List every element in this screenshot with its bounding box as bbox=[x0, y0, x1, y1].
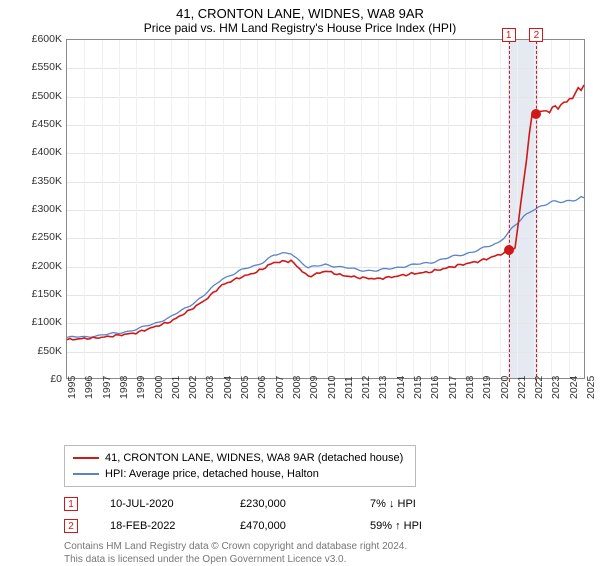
page-title: 41, CRONTON LANE, WIDNES, WA8 9AR bbox=[10, 6, 590, 21]
plot-area: 12 bbox=[66, 39, 585, 379]
event-price: £230,000 bbox=[240, 498, 370, 510]
x-axis-label: 1998 bbox=[118, 376, 130, 399]
x-axis-label: 1996 bbox=[83, 376, 95, 399]
x-axis-label: 2013 bbox=[377, 376, 389, 399]
event-row: 2 18-FEB-2022 £470,000 59% ↑ HPI bbox=[64, 515, 590, 537]
x-axis-label: 2025 bbox=[585, 376, 597, 399]
y-axis-label: £450K bbox=[20, 118, 62, 130]
y-axis-label: £300K bbox=[20, 203, 62, 215]
x-axis-label: 1997 bbox=[101, 376, 113, 399]
x-axis-label: 2015 bbox=[412, 376, 424, 399]
y-axis-label: £0 bbox=[20, 373, 62, 385]
y-axis-label: £250K bbox=[20, 231, 62, 243]
y-axis-label: £350K bbox=[20, 175, 62, 187]
legend-label: 41, CRONTON LANE, WIDNES, WA8 9AR (detac… bbox=[105, 452, 403, 464]
legend-swatch bbox=[73, 473, 99, 475]
event-marker-icon: 1 bbox=[64, 497, 78, 511]
x-axis-label: 2011 bbox=[343, 376, 355, 399]
y-axis-label: £50K bbox=[20, 345, 62, 357]
x-axis-label: 2007 bbox=[274, 376, 286, 399]
y-axis-label: £150K bbox=[20, 288, 62, 300]
event-marker-dot bbox=[531, 109, 541, 119]
event-marker-badge: 1 bbox=[502, 28, 516, 42]
event-marker-line bbox=[509, 36, 510, 382]
event-marker-icon: 2 bbox=[64, 519, 78, 533]
x-axis-label: 1995 bbox=[66, 376, 78, 399]
y-axis-label: £200K bbox=[20, 260, 62, 272]
x-axis-label: 2020 bbox=[499, 376, 511, 399]
series-hpi bbox=[67, 197, 584, 338]
x-axis-label: 2022 bbox=[533, 376, 545, 399]
x-axis-label: 2023 bbox=[550, 376, 562, 399]
x-axis-label: 2000 bbox=[153, 376, 165, 399]
legend: 41, CRONTON LANE, WIDNES, WA8 9AR (detac… bbox=[64, 445, 416, 487]
y-axis-label: £500K bbox=[20, 90, 62, 102]
event-price: £470,000 bbox=[240, 520, 370, 532]
legend-swatch bbox=[73, 457, 99, 459]
x-axis-label: 2008 bbox=[291, 376, 303, 399]
legend-row: 41, CRONTON LANE, WIDNES, WA8 9AR (detac… bbox=[73, 450, 407, 466]
footnote: Contains HM Land Registry data © Crown c… bbox=[64, 541, 590, 566]
event-marker-dot bbox=[504, 245, 514, 255]
x-axis-label: 1999 bbox=[135, 376, 147, 399]
x-axis-label: 2010 bbox=[326, 376, 338, 399]
x-axis-label: 2017 bbox=[447, 376, 459, 399]
legend-label: HPI: Average price, detached house, Halt… bbox=[105, 468, 319, 480]
x-axis-label: 2024 bbox=[568, 376, 580, 399]
events-table: 1 10-JUL-2020 £230,000 7% ↓ HPI 2 18-FEB… bbox=[64, 493, 590, 537]
x-axis-label: 2003 bbox=[204, 376, 216, 399]
x-axis-label: 2018 bbox=[464, 376, 476, 399]
event-marker-badge: 2 bbox=[529, 28, 543, 42]
x-axis-label: 2019 bbox=[481, 376, 493, 399]
y-axis-label: £550K bbox=[20, 61, 62, 73]
x-axis-label: 2016 bbox=[429, 376, 441, 399]
x-axis-label: 2009 bbox=[308, 376, 320, 399]
x-axis-label: 2014 bbox=[395, 376, 407, 399]
event-row: 1 10-JUL-2020 £230,000 7% ↓ HPI bbox=[64, 493, 590, 515]
series-property bbox=[67, 85, 584, 340]
y-axis-label: £600K bbox=[20, 33, 62, 45]
event-delta: 59% ↑ HPI bbox=[370, 520, 500, 532]
x-axis-label: 2005 bbox=[239, 376, 251, 399]
event-date: 18-FEB-2022 bbox=[110, 520, 240, 532]
event-date: 10-JUL-2020 bbox=[110, 498, 240, 510]
x-axis-label: 2002 bbox=[187, 376, 199, 399]
legend-row: HPI: Average price, detached house, Halt… bbox=[73, 466, 407, 482]
x-axis-label: 2004 bbox=[222, 376, 234, 399]
x-axis-label: 2001 bbox=[170, 376, 182, 399]
x-axis-label: 2012 bbox=[360, 376, 372, 399]
event-marker-line bbox=[536, 36, 537, 382]
event-delta: 7% ↓ HPI bbox=[370, 498, 500, 510]
x-axis-label: 2006 bbox=[256, 376, 268, 399]
footnote-line: Contains HM Land Registry data © Crown c… bbox=[64, 541, 590, 554]
chart: £0 £50K £100K £150K £200K £250K £300K £350K £400… bbox=[20, 39, 585, 409]
x-axis-label: 2021 bbox=[516, 376, 528, 399]
y-axis-label: £100K bbox=[20, 316, 62, 328]
y-axis-label: £400K bbox=[20, 146, 62, 158]
